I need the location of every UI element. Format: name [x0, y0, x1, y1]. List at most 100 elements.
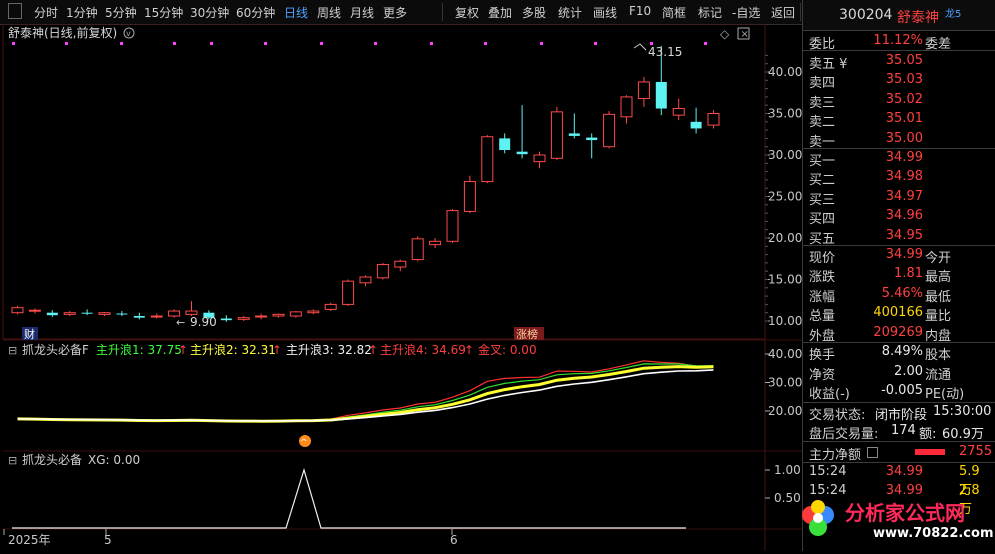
toolbar-item[interactable]: 返回: [771, 6, 796, 20]
candle-body: [516, 151, 528, 155]
limit-up-badge[interactable]: [514, 327, 544, 340]
quote-row: 卖五 ¥ 35.05: [809, 51, 991, 72]
dragon-tag: 龙5: [945, 9, 962, 20]
y-tick-label: 40.00: [768, 65, 802, 79]
toolbar-item[interactable]: 1分钟: [66, 6, 98, 20]
quote-label: 涨跌: [809, 270, 836, 286]
toolbar-item[interactable]: -自选: [732, 6, 761, 20]
toolbar-item[interactable]: 5分钟: [105, 6, 137, 20]
quote-row: 换手 8.49% 股本: [809, 342, 991, 363]
high-label: 43.15: [648, 45, 682, 59]
toolbar-item[interactable]: 简框: [662, 6, 687, 20]
toolbar-item[interactable]: F10: [629, 4, 652, 18]
chevron-down-icon[interactable]: [123, 27, 135, 39]
bid-price: 34.98: [885, 169, 923, 185]
weibi-value: 11.12%: [873, 33, 923, 48]
low-label: 9.90: [190, 315, 217, 329]
finance-badge-label: 财: [24, 327, 35, 341]
quote-row: 15:24 34.99 2.8万: [809, 481, 991, 517]
high-marker-icon: [633, 43, 647, 51]
quote-row: 净资 2.00 流通: [809, 362, 991, 383]
diamond-icon[interactable]: ◇: [720, 27, 730, 41]
golden-cross-icon: [299, 435, 311, 447]
y-tick-label: 25.00: [768, 190, 802, 204]
candle-body: [81, 312, 93, 314]
ask-price: 35.01: [885, 111, 923, 127]
toolbar-item[interactable]: 月线: [350, 6, 375, 20]
toolbar-item[interactable]: 分时: [34, 6, 59, 20]
signal-dot: [65, 42, 68, 45]
candle-body: [98, 312, 111, 315]
bid-price: 34.96: [885, 208, 923, 224]
indicator1-line3: 主升浪3: 32.82: [286, 342, 372, 357]
candle-body: [499, 138, 511, 151]
candle-body: [637, 81, 650, 100]
main-net-bar: [915, 449, 945, 455]
chart-area[interactable]: 舒泰神(日线,前复权) v ◇ × 40.00 35.00 30.00 25.00 20…: [0, 23, 802, 551]
signal-dot: [540, 42, 543, 45]
signal-dot: [173, 42, 176, 45]
limit-up-badge-label: 涨榜: [516, 327, 538, 341]
signal-dot: [210, 42, 213, 45]
watermark-title: 分析家公式网: [845, 501, 965, 525]
weibi-label: 委比: [809, 37, 836, 52]
indicator1-line2: 主升浪2: 32.31: [190, 342, 276, 357]
ask-label: 卖一: [809, 134, 836, 150]
quote-row: 卖一 35.00: [809, 129, 991, 150]
quote-row: 收益(-) -0.005 PE(动): [809, 381, 991, 402]
toolbar-item[interactable]: 更多: [383, 6, 408, 20]
bid-label: 买一: [809, 154, 836, 169]
ask-label: 卖三: [809, 95, 836, 111]
toolbar-item[interactable]: 画线: [593, 6, 618, 20]
toolbar-item[interactable]: 复权: [455, 6, 480, 20]
signal-dot: [120, 42, 123, 45]
ind1-tick-label: 30.00: [768, 376, 802, 390]
candle-body: [429, 240, 442, 246]
indicator1-collapse-icon[interactable]: ⊟: [8, 344, 17, 357]
ask-price: 35.05: [885, 53, 923, 68]
toolbar-item[interactable]: 标记: [698, 6, 723, 20]
quote-row: 涨幅 5.46% 最低: [809, 284, 991, 305]
close-icon[interactable]: [737, 27, 750, 40]
toolbar-item[interactable]: 60分钟: [236, 6, 276, 20]
candle-body: [28, 309, 41, 312]
ask-label: 卖五 ¥: [809, 57, 848, 72]
tick-time: 15:24: [809, 483, 847, 498]
chevron-down-glyph: v: [126, 29, 131, 38]
signal-dot: [650, 42, 653, 45]
toolbar-item[interactable]: 统计: [558, 6, 583, 20]
candle-body: [672, 108, 685, 116]
main-y-axis: 40.00 35.00 30.00 25.00 20.00 15.00 10.00: [765, 54, 802, 328]
toolbar-item[interactable]: 30分钟: [190, 6, 230, 20]
main-net-label: 主力净额: [809, 448, 862, 463]
stat-value: -0.005: [881, 383, 923, 399]
toolbar-item[interactable]: 叠加: [488, 6, 513, 20]
indicator2-collapse-icon[interactable]: ⊟: [8, 454, 17, 467]
toolbar-item[interactable]: 15分钟: [144, 6, 184, 20]
signal-dot: [430, 42, 433, 45]
status-value: 闭市阶段: [875, 408, 928, 423]
y-tick-label: 15.00: [768, 273, 802, 287]
toolbar-item[interactable]: 日线: [284, 6, 309, 20]
candle-body: [168, 310, 181, 317]
panel-toggle-icon[interactable]: [8, 3, 22, 19]
candle-body: [620, 96, 633, 118]
signal-dot: [594, 42, 597, 45]
list-icon[interactable]: [867, 447, 878, 458]
bid-label: 买二: [809, 173, 836, 189]
quote-row: 买五 34.95: [809, 226, 991, 247]
tick-time: 15:24: [809, 464, 847, 479]
tick-volume: 5.9万: [959, 464, 980, 498]
indicator1-arrow1: ↑: [178, 343, 188, 357]
stat-value: 2.00: [894, 363, 923, 379]
candle-body: [185, 310, 198, 315]
tick-volume: 2.8万: [959, 483, 980, 517]
tick-price: 34.99: [885, 464, 923, 479]
toolbar-item[interactable]: 周线: [317, 6, 342, 20]
toolbar-item[interactable]: 多股: [522, 6, 547, 20]
quote-row: 卖三 35.02: [809, 90, 991, 111]
finance-badge[interactable]: [22, 327, 38, 340]
indicator2-name: 抓龙头必备: [22, 453, 82, 467]
quote-panel: 300204 舒泰神 龙5 委比 11.12% 委差 卖五 ¥ 35.05 卖四 35…: [802, 0, 995, 551]
signal-dot: [320, 42, 323, 45]
